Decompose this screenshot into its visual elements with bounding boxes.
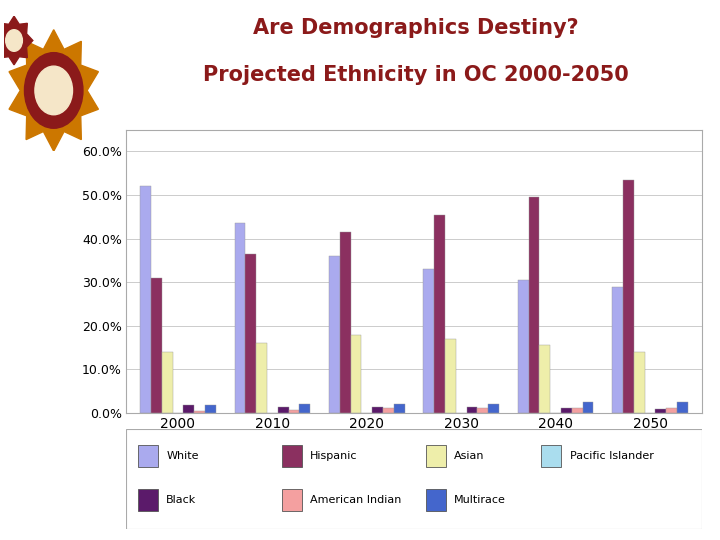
Bar bbox=[194, 411, 205, 413]
Bar bbox=[488, 403, 499, 413]
Bar bbox=[138, 489, 158, 511]
Circle shape bbox=[6, 30, 22, 51]
Bar bbox=[666, 408, 677, 413]
Bar bbox=[561, 408, 572, 413]
Bar bbox=[677, 402, 688, 413]
Bar bbox=[445, 339, 456, 413]
Bar bbox=[467, 407, 477, 413]
Bar bbox=[572, 408, 582, 413]
Bar bbox=[140, 186, 151, 413]
Bar bbox=[282, 446, 302, 467]
Bar bbox=[372, 407, 383, 413]
Bar bbox=[205, 405, 216, 413]
Polygon shape bbox=[9, 30, 99, 151]
Bar bbox=[151, 278, 162, 413]
Bar bbox=[528, 197, 539, 413]
Bar bbox=[518, 280, 528, 413]
Bar bbox=[426, 446, 446, 467]
Bar bbox=[351, 335, 361, 413]
Text: American Indian: American Indian bbox=[310, 495, 402, 505]
Text: Black: Black bbox=[166, 495, 197, 505]
Bar bbox=[162, 352, 173, 413]
Bar bbox=[655, 409, 666, 413]
Bar bbox=[300, 403, 310, 413]
Bar bbox=[256, 343, 267, 413]
Circle shape bbox=[35, 66, 73, 115]
Bar bbox=[623, 180, 634, 413]
Bar bbox=[289, 410, 300, 413]
Text: White: White bbox=[166, 451, 199, 461]
Bar bbox=[612, 287, 623, 413]
Bar bbox=[138, 446, 158, 467]
Bar bbox=[329, 256, 340, 413]
Bar bbox=[634, 352, 644, 413]
Bar bbox=[278, 407, 289, 413]
Bar bbox=[477, 408, 488, 413]
Text: Multirace: Multirace bbox=[454, 495, 506, 505]
Text: Hispanic: Hispanic bbox=[310, 451, 358, 461]
Bar bbox=[235, 224, 246, 413]
Bar bbox=[282, 489, 302, 511]
Text: Pacific Islander: Pacific Islander bbox=[570, 451, 653, 461]
Bar bbox=[423, 269, 434, 413]
Bar bbox=[434, 215, 445, 413]
Bar bbox=[340, 232, 351, 413]
Bar bbox=[582, 402, 593, 413]
Circle shape bbox=[24, 52, 83, 128]
Text: Are Demographics Destiny?: Are Demographics Destiny? bbox=[253, 18, 579, 38]
Bar bbox=[394, 403, 405, 413]
Bar bbox=[426, 489, 446, 511]
Bar bbox=[539, 346, 550, 413]
Bar bbox=[383, 408, 394, 413]
Text: Asian: Asian bbox=[454, 451, 485, 461]
Polygon shape bbox=[0, 16, 33, 65]
Bar bbox=[541, 446, 561, 467]
Text: Projected Ethnicity in OC 2000-2050: Projected Ethnicity in OC 2000-2050 bbox=[203, 65, 629, 85]
Bar bbox=[184, 405, 194, 413]
Bar bbox=[246, 254, 256, 413]
